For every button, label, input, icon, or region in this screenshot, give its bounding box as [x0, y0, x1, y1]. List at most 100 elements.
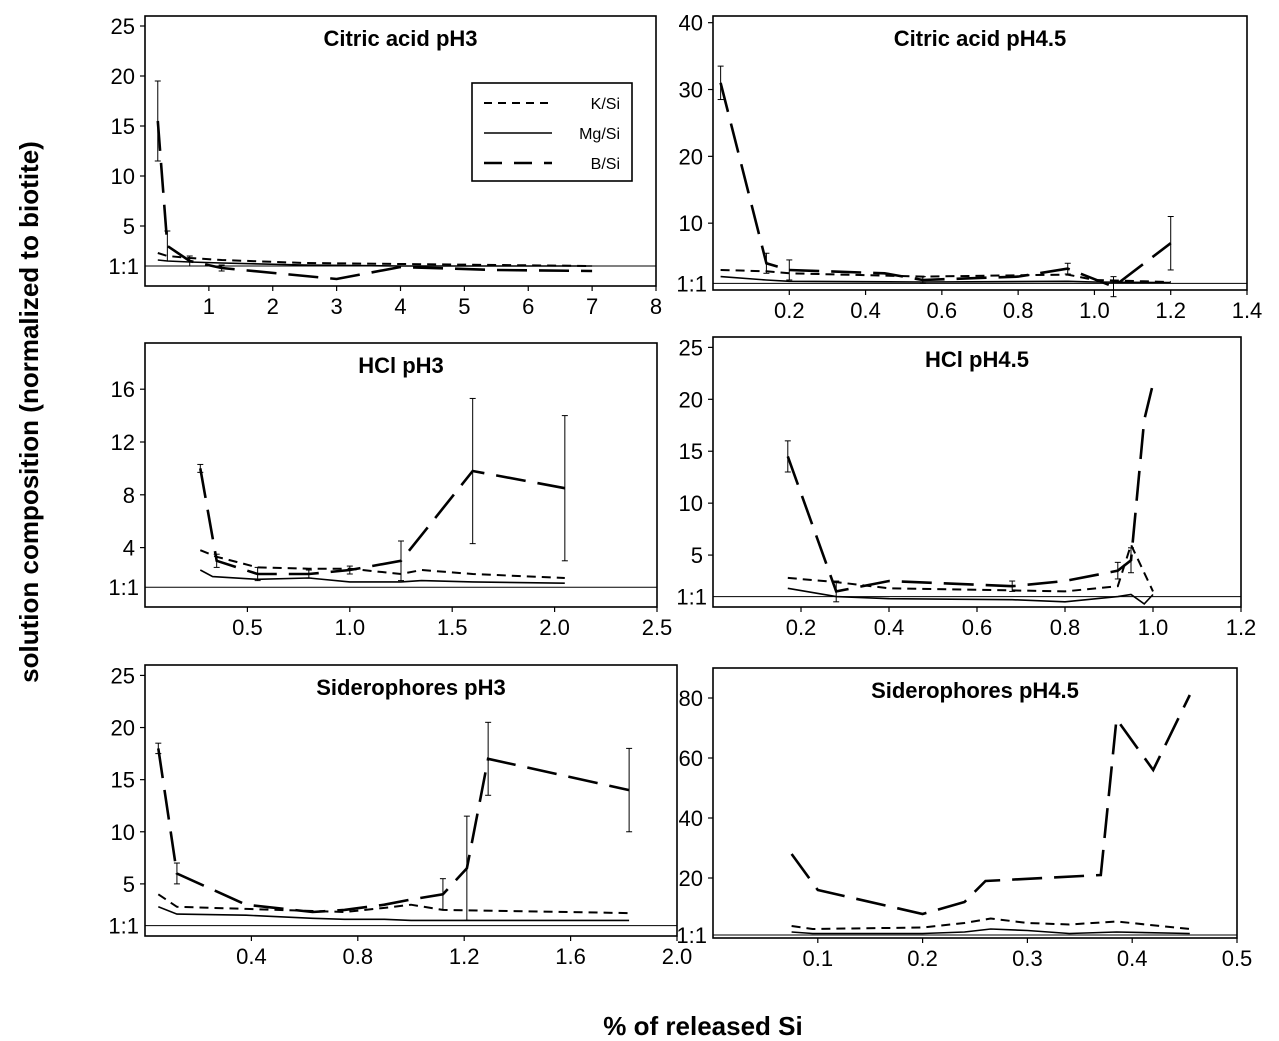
y-tick-label: 40 [679, 806, 703, 831]
x-tick-label: 1.5 [437, 615, 468, 640]
x-tick-label: 0.4 [1117, 946, 1148, 971]
x-tick-label: 6 [522, 294, 534, 319]
x-tick-label: 0.8 [1050, 615, 1081, 640]
x-tick-label: 1.2 [1155, 298, 1186, 323]
x-tick-label: 0.8 [1003, 298, 1034, 323]
reference-label: 1:1 [108, 254, 139, 279]
x-tick-label: 1.0 [335, 615, 366, 640]
y-tick-label: 5 [123, 214, 135, 239]
chart-panel: Siderophores pH3 1:1 5 10 15 20 25 0.4 0.8 1.2 1.6… [108, 663, 692, 969]
chart-panel: Citric acid pH4.5 1:1 10 20 30 40 0.2 0.4 0.6 0.8… [676, 11, 1262, 323]
reference-label: 1:1 [108, 575, 139, 600]
y-tick-label: 15 [111, 768, 135, 793]
reference-label: 1:1 [108, 914, 139, 939]
series-line [156, 120, 593, 281]
y-tick-label: 20 [679, 387, 703, 412]
x-tick-label: 4 [394, 294, 406, 319]
series-line [791, 928, 1190, 935]
series-line [787, 541, 1154, 593]
panel-title: Citric acid pH3 [323, 26, 477, 51]
y-tick-label: 12 [111, 430, 135, 455]
x-tick-label: 1.4 [1232, 298, 1263, 323]
x-tick-label: 0.6 [927, 298, 958, 323]
x-tick-label: 0.5 [1222, 946, 1253, 971]
x-tick-label: 2.5 [642, 615, 673, 640]
x-tick-label: 2.0 [662, 944, 693, 969]
reference-label: 1:1 [676, 271, 707, 296]
plot-frame [144, 664, 678, 937]
reference-label: 1:1 [676, 585, 707, 610]
y-tick-label: 5 [123, 872, 135, 897]
y-tick-label: 25 [111, 14, 135, 39]
y-axis-title: solution composition (normalized to biot… [14, 141, 44, 683]
plot-frame [712, 15, 1248, 291]
series-line [786, 383, 1155, 593]
x-tick-label: 0.8 [343, 944, 374, 969]
x-tick-label: 1 [203, 294, 215, 319]
x-tick-label: 0.2 [786, 615, 817, 640]
y-tick-label: 20 [111, 716, 135, 741]
series-line [199, 468, 566, 576]
x-tick-label: 0.3 [1012, 946, 1043, 971]
y-tick-label: 20 [679, 866, 703, 891]
y-tick-label: 4 [123, 536, 135, 561]
legend-label: K/Si [591, 96, 620, 113]
series-line [157, 259, 593, 267]
panel-title: Siderophores pH3 [316, 675, 505, 700]
chart-panel: Siderophores pH4.5 1:1 20 40 60 80 0.1 0.2 0.3 0.… [676, 667, 1253, 971]
x-tick-label: 0.4 [236, 944, 267, 969]
y-tick-label: 10 [679, 491, 703, 516]
x-tick-label: 8 [650, 294, 662, 319]
panel-title: HCl pH3 [358, 353, 444, 378]
y-tick-label: 15 [679, 439, 703, 464]
x-tick-label: 1.0 [1138, 615, 1169, 640]
series-line [790, 694, 1191, 916]
x-tick-label: 1.6 [555, 944, 586, 969]
legend-label: B/Si [591, 156, 620, 173]
series-line [719, 82, 1172, 289]
x-tick-label: 0.4 [874, 615, 905, 640]
series-line [791, 917, 1190, 931]
y-tick-label: 25 [111, 663, 135, 688]
plot-frame [712, 667, 1238, 939]
x-tick-label: 3 [331, 294, 343, 319]
y-tick-label: 10 [111, 164, 135, 189]
x-tick-label: 0.6 [962, 615, 993, 640]
series-line [199, 569, 565, 584]
chart-panel: Citric acid pH3 1:1 5 10 15 20 25 1 2 3 4 5 6 7 8 K/Si M… [108, 14, 662, 319]
panel-title: HCl pH4.5 [925, 347, 1029, 372]
panel-title: Citric acid pH4.5 [894, 26, 1066, 51]
y-tick-label: 60 [679, 746, 703, 771]
x-tick-label: 1.2 [1226, 615, 1257, 640]
x-tick-label: 2 [267, 294, 279, 319]
x-axis-title: % of released Si [603, 1011, 802, 1041]
y-tick-label: 15 [111, 114, 135, 139]
chart-panel: HCl pH3 1:1 4 8 12 16 0.5 1.0 1.5 2.0 2.5 [108, 342, 673, 640]
panel-title: Siderophores pH4.5 [871, 678, 1079, 703]
series-line [787, 587, 1154, 605]
reference-label: 1:1 [676, 923, 707, 948]
x-tick-label: 0.1 [803, 946, 834, 971]
x-tick-label: 7 [586, 294, 598, 319]
x-tick-label: 0.2 [774, 298, 805, 323]
series-line [157, 252, 593, 267]
legend-box [471, 82, 633, 182]
y-tick-label: 20 [679, 144, 703, 169]
y-tick-label: 16 [111, 377, 135, 402]
y-tick-label: 8 [123, 483, 135, 508]
x-tick-label: 5 [458, 294, 470, 319]
plot-frame [144, 342, 658, 608]
x-tick-label: 0.2 [907, 946, 938, 971]
legend: K/Si Mg/Si B/Si [471, 82, 633, 182]
legend-label: Mg/Si [579, 126, 620, 143]
x-tick-label: 0.4 [850, 298, 881, 323]
series-line [158, 906, 630, 922]
y-tick-label: 10 [111, 820, 135, 845]
y-tick-label: 10 [679, 211, 703, 236]
y-tick-label: 5 [691, 543, 703, 568]
chart-panel: HCl pH4.5 1:1 5 10 15 20 25 0.2 0.4 0.6 0.8 1.0 1.2 [676, 335, 1256, 640]
y-tick-label: 25 [679, 335, 703, 360]
series-line [157, 893, 630, 915]
